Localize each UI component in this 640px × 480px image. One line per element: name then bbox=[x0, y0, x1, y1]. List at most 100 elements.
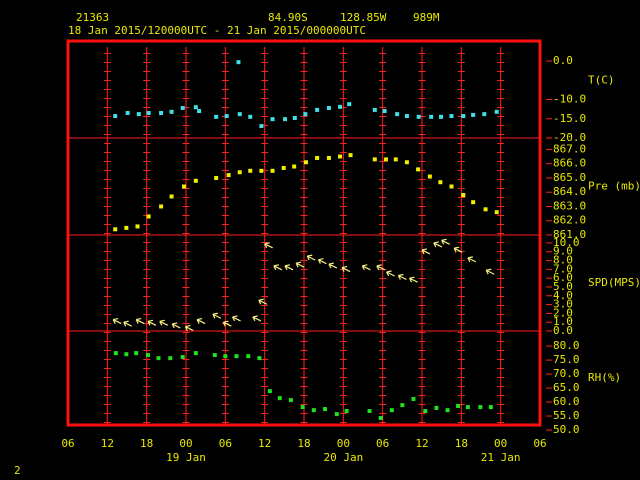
point bbox=[168, 356, 173, 361]
point bbox=[429, 114, 434, 119]
point bbox=[300, 405, 305, 410]
point bbox=[234, 354, 239, 359]
y-tick-label: 70.0 bbox=[553, 367, 580, 380]
y-tick-label: 1.0 bbox=[553, 315, 573, 328]
x-tick-label: 12 bbox=[415, 437, 428, 450]
wind-arrow bbox=[441, 238, 450, 245]
point bbox=[212, 353, 217, 358]
point bbox=[311, 408, 316, 413]
plot-frame bbox=[66, 39, 542, 427]
point bbox=[482, 112, 487, 117]
y-tick-label: 0.0 bbox=[553, 324, 573, 337]
x-tick-label: 06 bbox=[219, 437, 232, 450]
y-tick-label: 75.0 bbox=[553, 353, 580, 366]
point bbox=[246, 354, 251, 359]
point bbox=[303, 112, 308, 117]
point bbox=[449, 114, 454, 119]
wind-arrow bbox=[112, 317, 122, 325]
wind-arrow bbox=[397, 273, 407, 281]
y-tick-label: 862.0 bbox=[553, 214, 586, 227]
y-tick-label: 864.0 bbox=[553, 185, 586, 198]
point bbox=[214, 175, 219, 180]
point bbox=[134, 351, 139, 356]
point bbox=[303, 160, 308, 165]
date-label: 20 Jan bbox=[323, 451, 363, 464]
y-tick-label: 866.0 bbox=[553, 157, 586, 170]
x-tick-label: 18 bbox=[297, 437, 310, 450]
point bbox=[113, 227, 118, 232]
y-tick-label: 2.0 bbox=[553, 306, 573, 319]
y-tick-label: 863.0 bbox=[553, 199, 586, 212]
point bbox=[400, 403, 405, 408]
point bbox=[322, 407, 327, 412]
point bbox=[416, 114, 421, 119]
x-tick-label: 18 bbox=[140, 437, 153, 450]
point bbox=[159, 204, 164, 209]
point bbox=[449, 184, 454, 189]
x-tick-label: 00 bbox=[337, 437, 350, 450]
wind-arrow bbox=[212, 312, 222, 319]
page-number: 2 bbox=[14, 464, 21, 477]
point bbox=[292, 164, 297, 169]
point bbox=[478, 405, 483, 410]
y-tick-label: 865.0 bbox=[553, 171, 586, 184]
point bbox=[259, 124, 264, 129]
point bbox=[315, 155, 320, 160]
x-tick-label: 12 bbox=[258, 437, 271, 450]
point bbox=[248, 168, 253, 173]
wind-arrow bbox=[123, 320, 132, 327]
point bbox=[338, 154, 343, 159]
point bbox=[236, 60, 241, 65]
y-tick-label: 0.0 bbox=[553, 54, 573, 67]
wind-arrow bbox=[252, 315, 262, 322]
point bbox=[382, 109, 387, 114]
point bbox=[169, 109, 174, 114]
latitude: 84.90S bbox=[268, 11, 308, 24]
point bbox=[404, 114, 409, 119]
x-tick-label: 12 bbox=[101, 437, 114, 450]
x-tick-label: 18 bbox=[455, 437, 468, 450]
point bbox=[145, 353, 150, 358]
wind-arrow bbox=[159, 319, 169, 326]
point bbox=[237, 112, 242, 117]
y-tick-label: 60.0 bbox=[553, 395, 580, 408]
point bbox=[411, 396, 416, 401]
point bbox=[434, 405, 439, 410]
point bbox=[338, 104, 343, 109]
point bbox=[237, 170, 242, 175]
point bbox=[438, 180, 443, 185]
point bbox=[146, 214, 151, 219]
panel-label: Pre (mb) bbox=[588, 180, 640, 193]
point bbox=[483, 207, 488, 212]
panel-label: SPD(MPS) bbox=[588, 276, 640, 289]
point bbox=[372, 157, 377, 162]
point bbox=[193, 178, 198, 183]
point bbox=[270, 117, 275, 122]
y-tick-label: 3.0 bbox=[553, 298, 573, 311]
point bbox=[193, 105, 198, 110]
wind-arrow bbox=[409, 276, 418, 283]
station-id: 21363 bbox=[76, 11, 109, 24]
y-tick-label: 10.0 bbox=[553, 236, 580, 249]
point bbox=[326, 155, 331, 160]
point bbox=[461, 114, 466, 119]
point bbox=[248, 114, 253, 119]
date-label: 19 Jan bbox=[166, 451, 206, 464]
wind-arrow bbox=[361, 264, 371, 271]
wind-arrow bbox=[341, 265, 351, 273]
point bbox=[270, 168, 275, 173]
y-tick-label: -20.0 bbox=[553, 131, 586, 144]
y-tick-label: 7.0 bbox=[553, 262, 573, 275]
point bbox=[197, 109, 202, 114]
point bbox=[169, 194, 174, 199]
wind-arrow bbox=[258, 298, 268, 305]
point bbox=[182, 184, 187, 189]
point bbox=[259, 168, 264, 173]
point bbox=[383, 157, 388, 162]
wind-arrow bbox=[317, 258, 327, 265]
longitude: 128.85W bbox=[340, 11, 387, 24]
point bbox=[344, 409, 349, 414]
wind-arrow bbox=[222, 320, 232, 327]
point bbox=[494, 109, 499, 114]
point bbox=[226, 173, 231, 178]
